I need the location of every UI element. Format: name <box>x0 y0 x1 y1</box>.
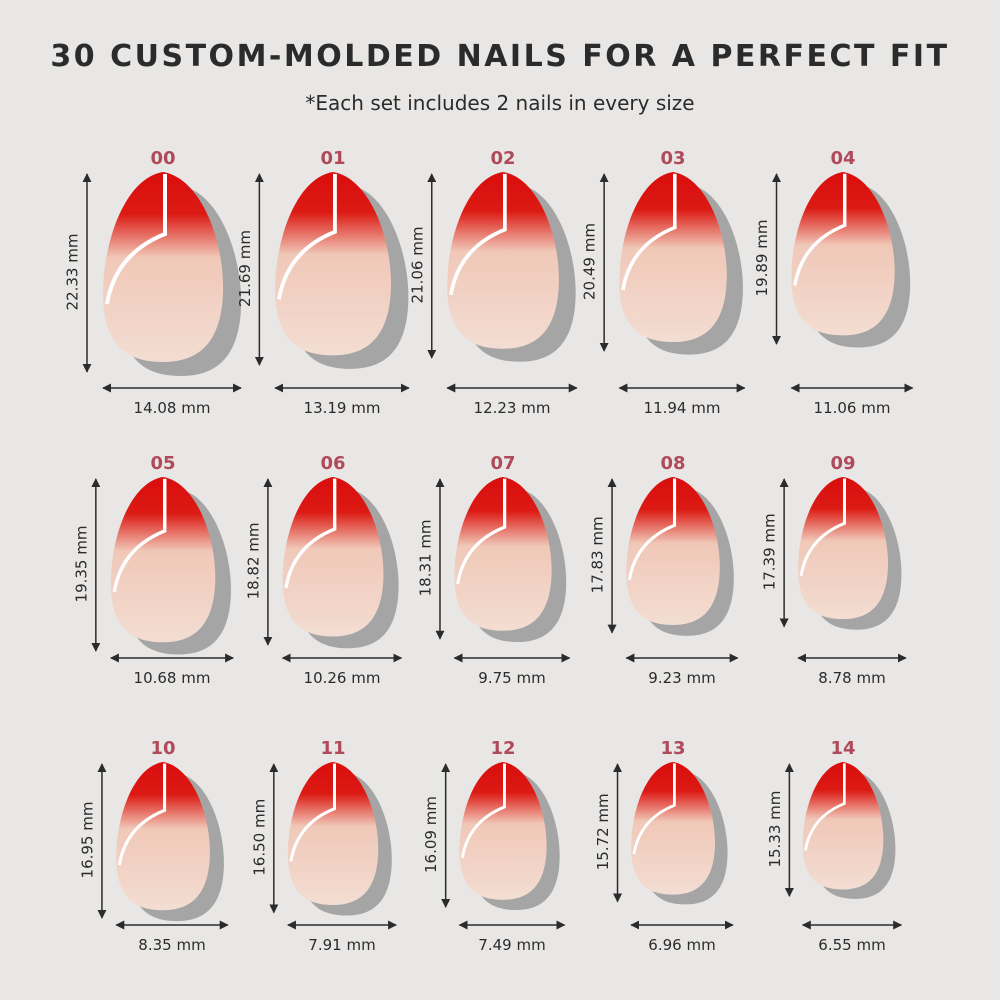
french-line <box>277 173 337 300</box>
nail <box>282 477 399 649</box>
length-label: 17.83 mm <box>589 516 607 593</box>
french-line <box>449 173 507 296</box>
size-label: 12 <box>490 738 515 759</box>
french-line <box>105 174 167 305</box>
nail-body <box>631 762 715 895</box>
width-label: 11.06 mm <box>814 399 891 417</box>
title: 30 CUSTOM-MOLDED NAILS FOR A PERFECT FIT <box>50 39 949 74</box>
length-label: 15.33 mm <box>766 791 784 868</box>
width-label: 6.55 mm <box>818 936 885 954</box>
nail-body <box>287 762 379 906</box>
length-label: 21.06 mm <box>408 227 426 304</box>
length-label: 19.35 mm <box>72 526 90 603</box>
width-label: 12.23 mm <box>474 399 551 417</box>
nail <box>459 762 560 910</box>
size-label: 05 <box>150 453 175 474</box>
french-line <box>284 478 337 589</box>
nail <box>791 172 911 348</box>
nail <box>798 477 902 630</box>
nail-body <box>103 172 224 362</box>
width-label: 6.96 mm <box>648 936 715 954</box>
length-label: 17.39 mm <box>761 513 779 590</box>
nail-body <box>802 762 884 890</box>
nail <box>626 477 734 636</box>
french-line <box>460 763 506 858</box>
width-label: 9.23 mm <box>648 669 715 687</box>
width-label: 10.26 mm <box>304 669 381 687</box>
size-label: 02 <box>490 148 515 169</box>
size-label: 07 <box>490 453 515 474</box>
nail-body <box>447 172 559 349</box>
nail-body <box>791 172 895 336</box>
nail <box>110 477 231 655</box>
french-line <box>117 763 167 866</box>
french-line <box>804 763 846 851</box>
french-line <box>627 478 677 581</box>
width-label: 8.78 mm <box>818 669 885 687</box>
nail <box>287 762 392 916</box>
nail <box>116 762 224 922</box>
width-label: 7.49 mm <box>478 936 545 954</box>
nail <box>631 762 728 905</box>
width-label: 14.08 mm <box>134 399 211 417</box>
french-line <box>456 478 507 585</box>
size-label: 06 <box>320 453 345 474</box>
size-label: 00 <box>150 148 175 169</box>
size-label: 01 <box>320 148 345 169</box>
size-label: 11 <box>320 738 345 759</box>
length-label: 18.82 mm <box>244 522 262 599</box>
length-label: 22.33 mm <box>64 234 82 311</box>
width-label: 11.94 mm <box>644 399 721 417</box>
french-line <box>632 763 676 855</box>
size-label: 09 <box>830 453 855 474</box>
length-label: 18.31 mm <box>416 519 434 596</box>
nail <box>802 762 896 899</box>
french-line <box>793 173 847 286</box>
nail <box>619 172 743 355</box>
nail-body <box>275 172 392 356</box>
size-label: 03 <box>660 148 685 169</box>
nail-body <box>619 172 727 343</box>
nail-body <box>626 477 720 625</box>
nail <box>454 477 567 643</box>
nail-body <box>459 762 547 900</box>
length-label: 16.09 mm <box>422 796 440 873</box>
subtitle: *Each set includes 2 nails in every size <box>305 91 694 115</box>
nail <box>447 172 576 362</box>
nail-body <box>454 477 552 631</box>
size-label: 10 <box>150 738 175 759</box>
size-label: 08 <box>660 453 685 474</box>
width-label: 13.19 mm <box>304 399 381 417</box>
nail <box>103 172 242 376</box>
nail <box>275 172 409 369</box>
width-label: 8.35 mm <box>138 936 205 954</box>
size-label: 04 <box>830 148 855 169</box>
length-label: 20.49 mm <box>581 223 599 300</box>
length-label: 16.50 mm <box>250 799 268 876</box>
length-label: 19.89 mm <box>753 220 771 297</box>
nail-body <box>116 762 210 911</box>
width-label: 7.91 mm <box>308 936 375 954</box>
nail-body <box>110 477 216 643</box>
length-label: 21.69 mm <box>236 230 254 307</box>
nail-body <box>798 477 888 620</box>
french-line <box>112 478 167 593</box>
width-label: 9.75 mm <box>478 669 545 687</box>
size-label: 13 <box>660 738 685 759</box>
nail-body <box>282 477 384 637</box>
french-line <box>621 173 677 291</box>
length-label: 16.95 mm <box>78 802 96 879</box>
french-line <box>289 763 337 862</box>
french-line <box>799 478 846 577</box>
length-label: 15.72 mm <box>594 793 612 870</box>
size-label: 14 <box>830 738 855 759</box>
width-label: 10.68 mm <box>134 669 211 687</box>
